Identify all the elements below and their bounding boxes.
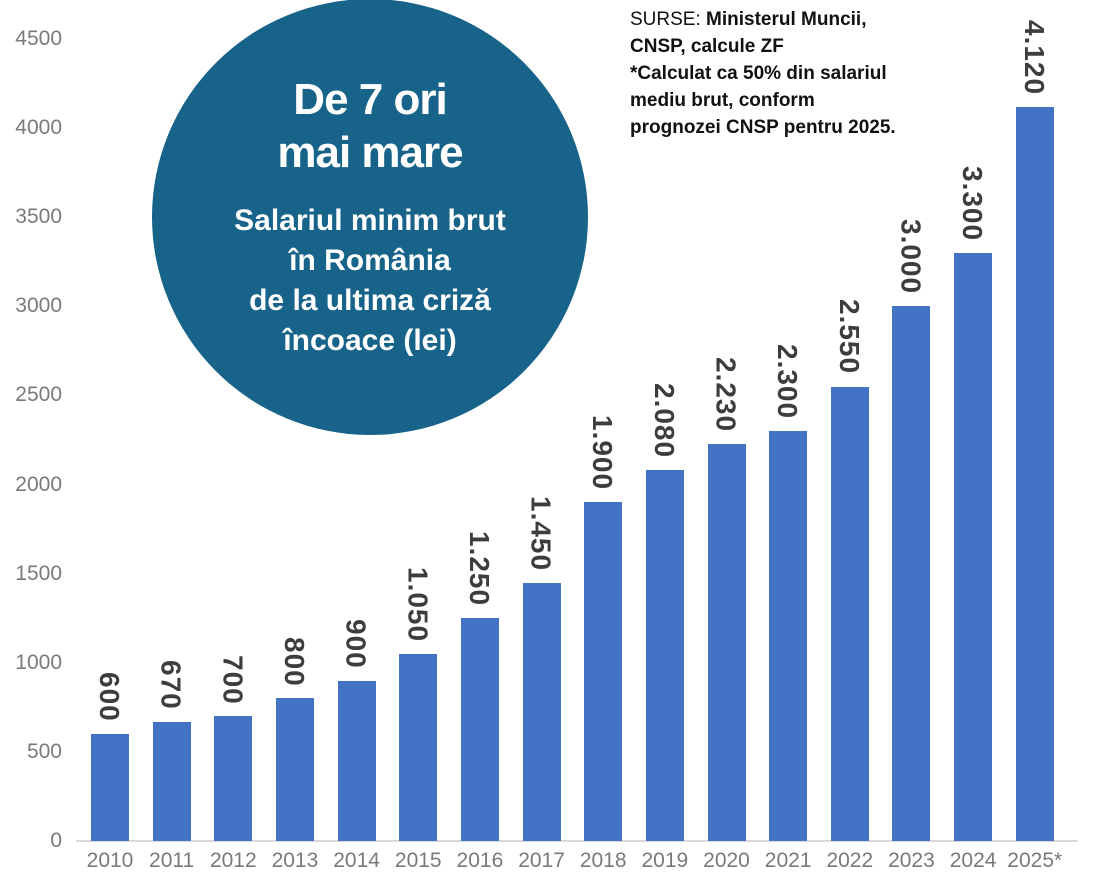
bar-value-label: 800 [278, 636, 310, 687]
bar [337, 680, 376, 841]
chart-subtitle-line: încoace (lei) [283, 324, 457, 357]
y-tick-label: 3000 [15, 294, 62, 318]
bar [954, 252, 993, 841]
source-label: SURSE: [630, 9, 701, 30]
source-note-line: mediu brut, conform [630, 90, 815, 111]
x-tick-label: 2018 [579, 849, 627, 872]
title-badge: De 7 ori mai mare Salariul minim brut în… [152, 0, 588, 435]
y-tick-label: 3500 [15, 205, 62, 229]
source-note-line: *Calculat ca 50% din salariul [630, 63, 887, 84]
bar [522, 582, 561, 841]
source-text: Ministerul Muncii, [706, 9, 867, 30]
source-note-line: CNSP, calcule ZF [630, 36, 784, 57]
bar [1015, 106, 1054, 841]
bar-value-label: 900 [340, 618, 372, 669]
bar [399, 653, 438, 841]
x-tick-label: 2021 [764, 849, 812, 872]
chart-subtitle-line: în România [289, 244, 451, 277]
chart-title-line: De 7 ori [293, 75, 447, 124]
bar [91, 734, 129, 841]
bar [275, 698, 314, 841]
bar-value-label: 1.250 [463, 531, 495, 607]
bar-value-label: 1.900 [587, 415, 619, 491]
x-axis-line [76, 840, 1078, 842]
x-tick-label: 2014 [333, 849, 380, 872]
bar-value-label: 700 [217, 654, 249, 705]
x-tick-label: 2019 [641, 849, 689, 872]
chart-title-line: mai mare [277, 128, 463, 177]
y-tick-label: 4500 [15, 27, 62, 50]
chart-subtitle-line: Salariul minim brut [234, 204, 506, 237]
bar-value-label: 2.230 [710, 356, 742, 432]
bar [214, 716, 253, 841]
y-tick-label: 0 [50, 829, 62, 852]
chart-subtitle: Salariul minim brut în România de la ult… [234, 201, 506, 361]
bar-value-label: 2.550 [833, 299, 865, 375]
x-tick-label: 2020 [703, 849, 750, 872]
bar-value-label: 670 [155, 659, 187, 710]
chart-title: De 7 ori mai mare [277, 73, 463, 179]
x-tick-label: 2017 [518, 849, 565, 872]
bar [830, 386, 869, 841]
bar [152, 721, 191, 841]
bar [584, 502, 623, 841]
x-tick-label: 2024 [949, 849, 997, 872]
y-tick-label: 4000 [15, 116, 62, 140]
chart-subtitle-line: de la ultima criză [249, 284, 491, 317]
bar [460, 618, 499, 841]
bar-value-label: 3.000 [895, 219, 927, 295]
bar [769, 431, 808, 841]
y-tick-label: 1500 [15, 561, 62, 585]
source-note: SURSE: Ministerul Muncii, CNSP, calcule … [630, 6, 980, 141]
x-tick-label: 2016 [456, 849, 504, 872]
bar-value-label: 1.050 [402, 566, 434, 642]
y-tick-label: 1000 [15, 650, 62, 674]
source-note-line: prognozei CNSP pentru 2025. [630, 117, 896, 138]
bar-value-label: 2.080 [648, 383, 680, 459]
bar [892, 306, 931, 841]
x-tick-label: 2013 [271, 849, 319, 872]
bar-value-label: 600 [94, 672, 125, 723]
x-tick-label: 2012 [209, 849, 257, 872]
bar [645, 470, 684, 841]
x-tick-label: 2015 [394, 849, 442, 872]
x-tick-label: 2022 [826, 849, 874, 872]
x-tick-label: 2011 [149, 849, 195, 872]
y-tick-label: 2000 [15, 472, 62, 496]
y-tick-label: 2500 [15, 383, 62, 407]
bar-value-label: 1.450 [525, 495, 557, 571]
bar-value-label: 2.300 [772, 344, 804, 420]
bar-value-label: 4.120 [1018, 19, 1050, 95]
x-tick-label: 2025* [1007, 849, 1063, 872]
x-tick-label: 2023 [888, 849, 935, 872]
bar-value-label: 3.300 [957, 165, 989, 241]
source-note-line: SURSE: Ministerul Muncii, [630, 6, 980, 33]
x-tick-label: 2010 [86, 849, 134, 872]
bar [707, 443, 746, 841]
y-tick-label: 500 [26, 739, 62, 763]
